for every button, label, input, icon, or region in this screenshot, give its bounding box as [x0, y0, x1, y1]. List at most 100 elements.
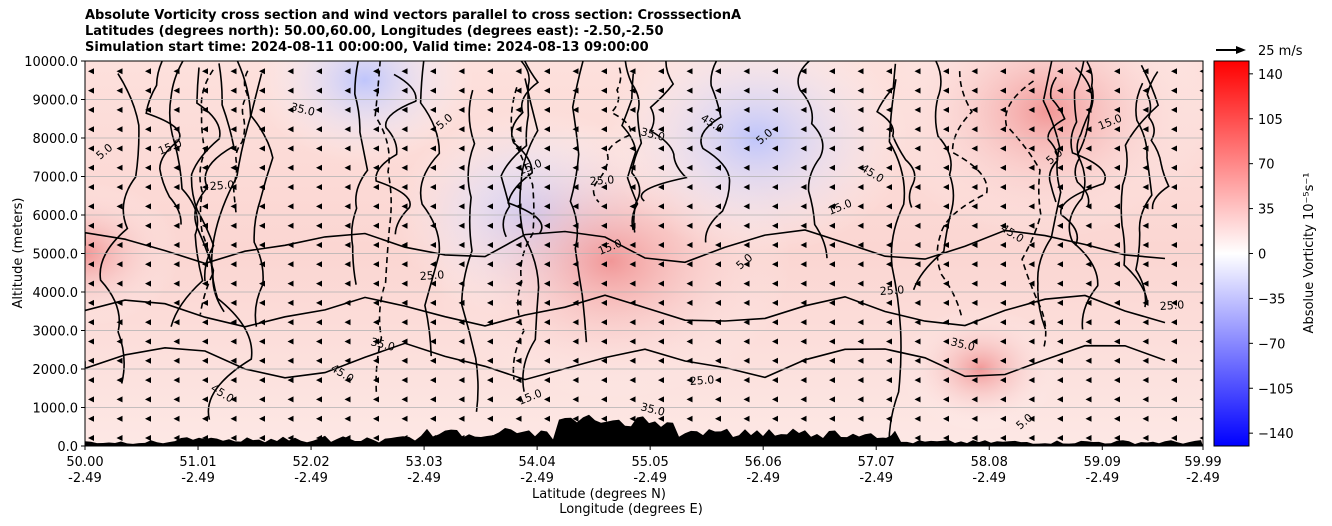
- wind-vector: [515, 396, 522, 403]
- wind-vector: [1171, 68, 1177, 75]
- wind-vector: [430, 126, 436, 133]
- wind-vector: [259, 338, 265, 345]
- wind-vector: [145, 435, 151, 441]
- wind-vector: [316, 319, 322, 326]
- wind-vector: [971, 396, 978, 403]
- wind-vector: [202, 319, 208, 326]
- wind-vector: [430, 299, 436, 306]
- wind-vector: [1000, 242, 1006, 248]
- wind-vector: [800, 68, 807, 75]
- wind-vector: [886, 242, 892, 248]
- wind-vector: [430, 415, 436, 422]
- wind-vector: [515, 222, 522, 229]
- wind-vector: [772, 106, 778, 113]
- field-blob-1: [255, 61, 474, 165]
- wind-vector: [914, 242, 921, 248]
- wind-vector: [259, 415, 265, 422]
- wind-vector: [145, 280, 151, 287]
- wind-vector: [1085, 377, 1092, 384]
- wind-vector: [544, 164, 550, 171]
- contour-label: 25.0: [879, 283, 904, 298]
- wind-vector: [629, 68, 636, 75]
- wind-vector: [772, 164, 778, 171]
- wind-vector: [487, 261, 493, 268]
- wind-vector: [943, 184, 949, 191]
- y-tick-label: 6000.0: [33, 209, 79, 224]
- wind-vector: [515, 415, 522, 422]
- wind-vector: [1085, 338, 1092, 345]
- wind-vector: [487, 338, 493, 345]
- wind-vector: [145, 242, 151, 248]
- wind-vector: [1199, 146, 1203, 151]
- wind-vector: [1171, 319, 1177, 326]
- wind-vector: [287, 87, 294, 94]
- wind-vector: [658, 106, 664, 113]
- wind-vector: [743, 299, 750, 306]
- wind-vector: [886, 377, 892, 384]
- wind-vector: [373, 106, 379, 113]
- wind-vector: [1085, 261, 1092, 268]
- wind-vector: [515, 68, 522, 75]
- wind-vector: [1000, 106, 1006, 113]
- wind-vector: [686, 106, 693, 113]
- wind-vector: [401, 87, 408, 94]
- wind-vector: [487, 299, 493, 306]
- wind-vector: [886, 87, 892, 94]
- wind-vector: [401, 299, 408, 306]
- wind-vector: [1114, 126, 1120, 133]
- wind-vector: [800, 396, 807, 403]
- wind-vector: [914, 261, 921, 268]
- wind-vector: [287, 68, 294, 75]
- wind-vector: [629, 184, 636, 191]
- wind-vector: [373, 87, 379, 94]
- wind-vector: [344, 299, 351, 306]
- wind-vector: [914, 145, 921, 152]
- wind-vector: [88, 203, 94, 210]
- wind-vector: [88, 415, 94, 422]
- wind-vector: [886, 164, 892, 171]
- wind-vector: [344, 415, 351, 422]
- wind-vector: [173, 164, 180, 171]
- wind-vector: [173, 435, 180, 441]
- colorbar-tick-label: 140: [1258, 68, 1283, 83]
- wind-vector: [572, 184, 579, 191]
- wind-vector: [116, 280, 123, 287]
- wind-vector: [173, 126, 180, 133]
- wind-vector: [914, 435, 921, 441]
- wind-vector: [259, 435, 265, 441]
- wind-vector: [173, 222, 180, 229]
- wind-vector: [629, 377, 636, 384]
- wind-vector: [829, 319, 835, 326]
- wind-vector: [344, 261, 351, 268]
- wind-vector: [1000, 203, 1006, 210]
- x-tick-label-lat: 51.01: [179, 455, 216, 470]
- wind-vector: [259, 242, 265, 248]
- wind-vector: [686, 145, 693, 152]
- chart-title-line-3: Simulation start time: 2024-08-11 00:00:…: [85, 40, 649, 55]
- wind-vector: [943, 68, 949, 75]
- wind-vector: [658, 222, 664, 229]
- wind-vector: [1171, 106, 1177, 113]
- wind-vector: [715, 222, 721, 229]
- wind-vector: [373, 242, 379, 248]
- wind-vector: [800, 222, 807, 229]
- wind-vector: [259, 377, 265, 384]
- wind-vector: [1142, 68, 1149, 75]
- wind-vector: [430, 338, 436, 345]
- contour-line: [1074, 61, 1094, 207]
- wind-vector: [857, 261, 864, 268]
- wind-vector: [316, 357, 322, 364]
- wind-vector: [914, 299, 921, 306]
- wind-vector: [743, 280, 750, 287]
- wind-vector: [316, 377, 322, 384]
- colorbar-ticks: 140 105 70 35 0 −35 −70 −105 −140: [1249, 68, 1294, 442]
- wind-vector: [145, 184, 151, 191]
- wind-vector: [1057, 415, 1063, 422]
- wind-vector: [116, 338, 123, 345]
- wind-vector: [287, 299, 294, 306]
- wind-vector: [1114, 338, 1120, 345]
- wind-vector: [202, 377, 208, 384]
- wind-vector: [259, 280, 265, 287]
- wind-vector: [1085, 164, 1092, 171]
- quiver-key-arrowhead: [1236, 46, 1246, 54]
